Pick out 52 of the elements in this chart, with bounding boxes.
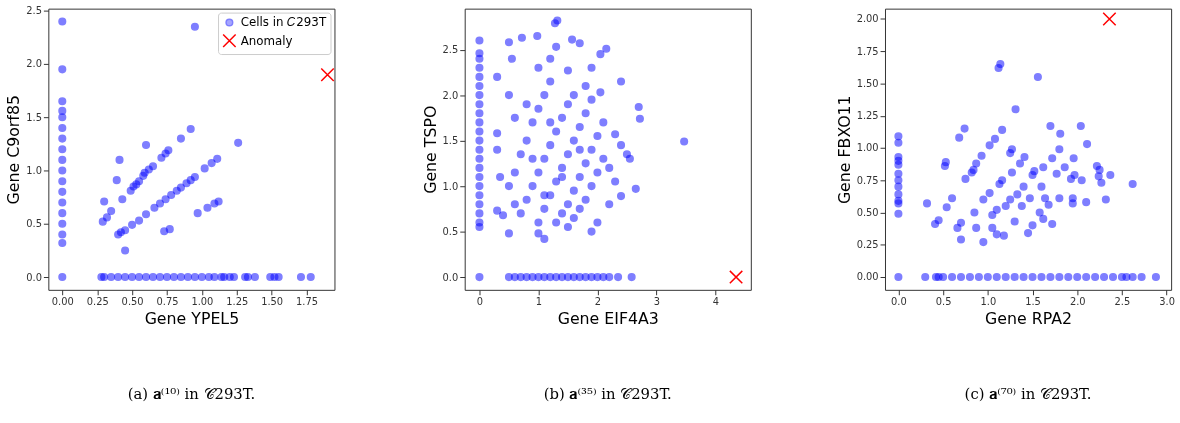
x-tick-label: 0 bbox=[476, 296, 484, 308]
x-tick-label: 2 bbox=[594, 296, 602, 308]
x-tick-label: 1.0 bbox=[980, 296, 997, 308]
y-tick-label: 0.0 bbox=[26, 271, 42, 283]
x-tick-label: 0.5 bbox=[935, 296, 952, 308]
x-tick-label: 1.5 bbox=[1025, 296, 1041, 308]
y-tick-label: 1.0 bbox=[26, 165, 42, 176]
y-tick-label: 2.0 bbox=[442, 89, 459, 101]
y-tick-label: 1.75 bbox=[856, 45, 879, 57]
y-tick-label: 0.25 bbox=[856, 239, 879, 251]
y-axis-title: Gene FBXO11 bbox=[834, 95, 854, 205]
x-axis-title: Gene EIF4A3 bbox=[557, 308, 659, 328]
y-axis-title: Gene C9orf85 bbox=[4, 95, 24, 205]
x-tick-label: 1.25 bbox=[226, 296, 249, 308]
y-tick-label: 0.75 bbox=[856, 174, 879, 186]
x-tick-label: 3 bbox=[653, 296, 661, 308]
text: (a) 𝐚⁽¹⁰⁾ in 𝒞293T. bbox=[127, 385, 256, 403]
x-tick-label: 1.75 bbox=[296, 296, 319, 308]
y-tick-label: 0.0 bbox=[442, 271, 459, 283]
x-tick-label: 4 bbox=[712, 296, 720, 308]
y-tick-label: 2.5 bbox=[442, 44, 459, 56]
x-axis-title: Gene YPEL5 bbox=[144, 308, 240, 328]
legend-label: Cells in 𝐶293T bbox=[240, 15, 327, 30]
y-tick-label: 1.50 bbox=[856, 77, 879, 89]
legend-label: Anomaly bbox=[240, 33, 293, 48]
x-tick-label: 0.25 bbox=[86, 296, 109, 308]
y-tick-label: 0.5 bbox=[26, 218, 42, 230]
x-tick-label: 2.0 bbox=[1069, 296, 1086, 308]
y-tick-label: 2.00 bbox=[856, 13, 879, 25]
x-tick-label: 0.0 bbox=[891, 296, 907, 308]
y-tick-label: 2.0 bbox=[26, 58, 42, 70]
y-tick-label: 0.5 bbox=[442, 226, 459, 238]
text: (b) 𝐚⁽³⁵⁾ in 𝒞293T. bbox=[543, 385, 672, 403]
x-tick-label: 0.50 bbox=[121, 296, 144, 308]
x-tick-label: 1.00 bbox=[191, 296, 214, 308]
x-tick-label: 1.50 bbox=[261, 296, 284, 308]
x-tick-label: 0.75 bbox=[156, 296, 179, 308]
y-tick-label: 0.00 bbox=[856, 271, 879, 283]
x-tick-label: 1 bbox=[535, 296, 543, 308]
y-tick-label: 1.0 bbox=[442, 180, 459, 192]
y-tick-label: 0.50 bbox=[856, 206, 879, 218]
y-tick-label: 1.25 bbox=[856, 110, 879, 122]
y-axis-title: Gene TSPO bbox=[420, 105, 440, 194]
y-tick-label: 1.5 bbox=[26, 111, 42, 123]
text: (c) 𝐚⁽⁷⁰⁾ in 𝒞293T. bbox=[964, 385, 1092, 403]
x-tick-label: 2.5 bbox=[1114, 296, 1131, 308]
x-tick-label: 3.0 bbox=[1159, 296, 1175, 308]
x-axis-title: Gene RPA2 bbox=[985, 308, 1072, 328]
x-tick-label: 0.00 bbox=[51, 296, 74, 308]
y-tick-label: 2.5 bbox=[26, 5, 42, 17]
y-tick-label: 1.5 bbox=[442, 135, 459, 147]
y-tick-label: 1.00 bbox=[856, 142, 879, 154]
